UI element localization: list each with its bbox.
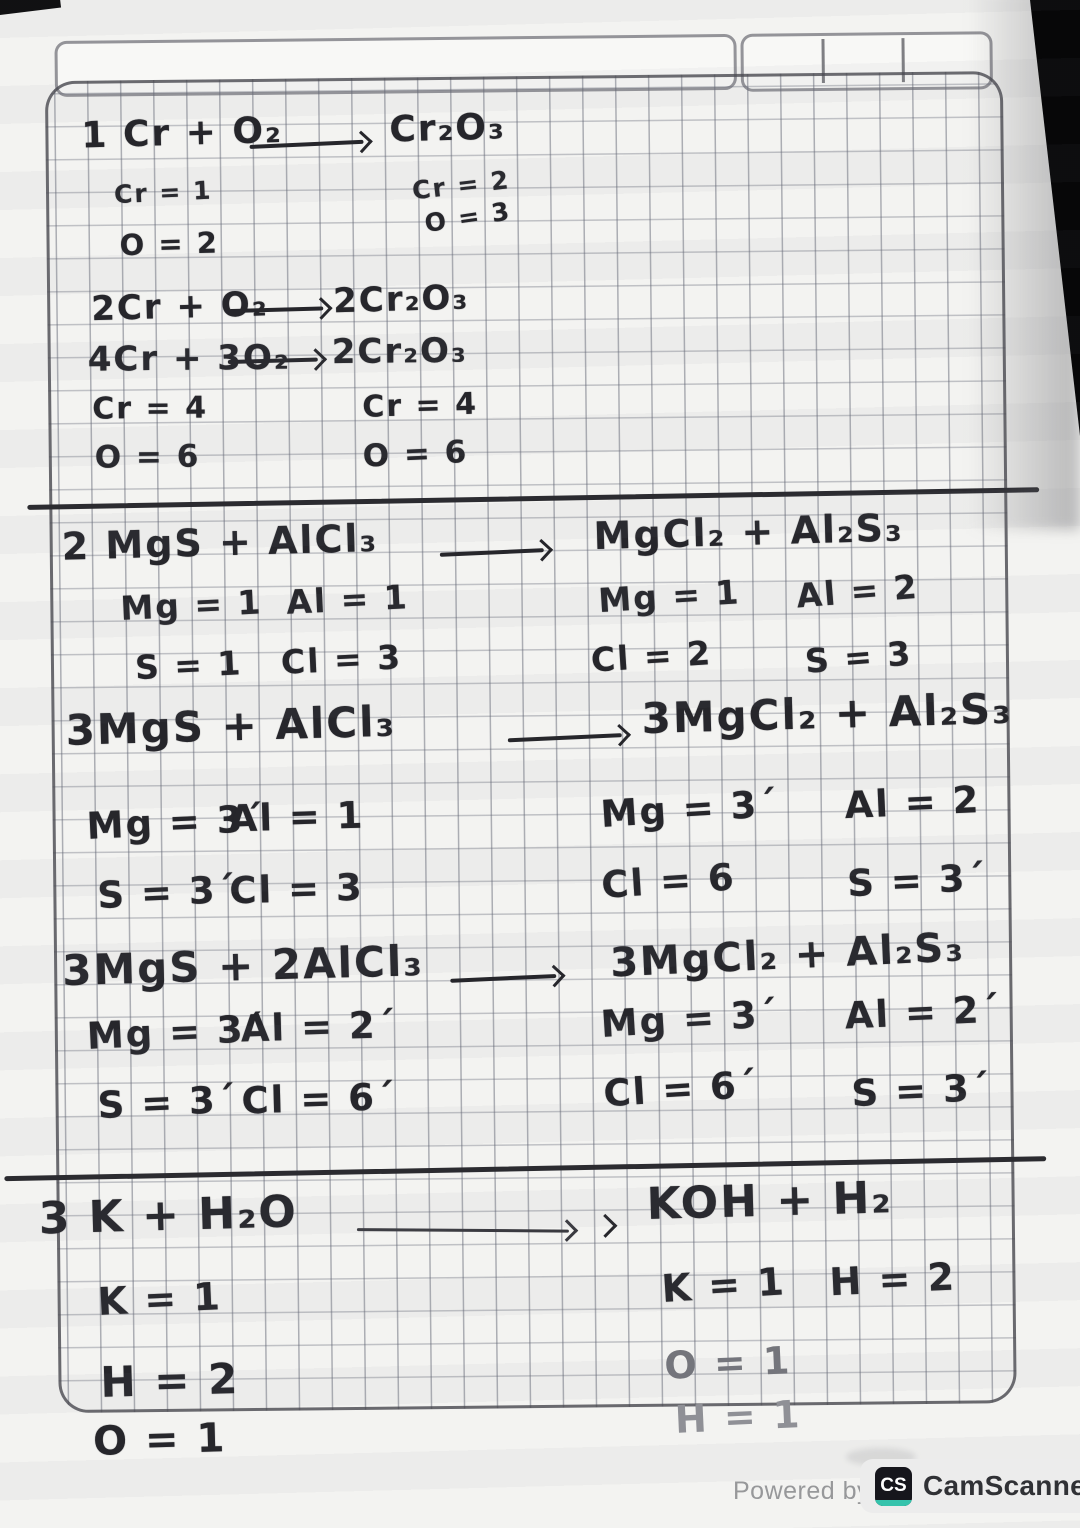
p2-count1-right-mg: Mg = 1 — [597, 572, 742, 621]
p1-equation1-rhs: Cr₂O₃ — [388, 106, 507, 151]
p2-count3-left-s: S = 3´ — [96, 1077, 239, 1128]
p2-count1-right-cl: Cl = 2 — [589, 633, 714, 680]
p2-count3-left-al: Al = 2´ — [240, 1003, 398, 1051]
p2-count1-left-s: S = 1 — [134, 643, 244, 688]
p2-count2-right-mg: Mg = 3´ — [599, 781, 781, 836]
p2-count3-right-mg: Mg = 3´ — [599, 991, 781, 1047]
p3-count-right-h1: H = 1 — [673, 1392, 803, 1442]
p1-equation3-rhs: 2Cr₂O₃ — [331, 330, 468, 373]
p1-final-left-o: O = 6 — [94, 438, 201, 476]
p2-count1-right-s: S = 3 — [803, 633, 914, 681]
p1-final-right-o: O = 6 — [362, 433, 470, 475]
p1-equation2-lhs: 2Cr + O₂ — [90, 284, 270, 330]
p2-count3-left-mg: Mg = 3´ — [85, 1006, 267, 1058]
p1-count-left-cr: Cr = 1 — [113, 175, 214, 210]
camscanner-watermark: CS CamScanner — [860, 1459, 1080, 1513]
p2-count3-right-al: Al = 2´ — [843, 987, 1002, 1038]
p2-count2-left-s: S = 3´ — [96, 867, 238, 918]
p1-count-left-o: O = 2 — [119, 225, 220, 263]
powered-by-text: Powered by — [733, 1477, 871, 1505]
p2-equation3-lhs: 3MgS + 2AlCl₃ — [61, 936, 425, 996]
p2-count3-left-cl: Cl = 6´ — [240, 1075, 397, 1123]
p2-count2-left-al: Al = 1 — [228, 793, 365, 841]
p2-count2-right-cl: Cl = 6 — [600, 855, 737, 907]
p3-count-right-k: K = 1 — [660, 1259, 787, 1311]
p2-count1-right-al: Al = 2 — [794, 566, 921, 616]
p2-count2-right-s: S = 3´ — [846, 855, 988, 906]
p3-count-left-k: K = 1 — [96, 1274, 223, 1324]
p2-equation2-lhs: 3MgS + AlCl₃ — [64, 696, 397, 755]
p2-count3-right-s: S = 3´ — [850, 1065, 993, 1116]
p2-count1-left-al: Al = 1 — [285, 577, 410, 622]
p1-equation2-rhs: 2Cr₂O₃ — [332, 277, 470, 322]
camscanner-cs-icon: CS — [875, 1466, 912, 1506]
p2-equation1-lhs: 2 MgS + AlCl₃ — [61, 515, 379, 569]
p1-final-left-cr: Cr = 4 — [92, 390, 209, 427]
p3-count-right-h: H = 2 — [828, 1254, 957, 1305]
p3-count-right-o: O = 1 — [663, 1338, 793, 1388]
p2-equation2-rhs: 3MgCl₂ + Al₂S₃ — [640, 683, 1014, 744]
p3-count-left-o: O = 1 — [92, 1415, 227, 1465]
p3-equation-rhs: KOH + H₂ — [645, 1172, 894, 1231]
p2-count2-left-cl: Cl = 3 — [228, 865, 365, 913]
p1-final-right-cr: Cr = 4 — [361, 386, 479, 425]
p3-equation-lhs: 3 K + H₂O — [38, 1186, 299, 1245]
p2-count3-right-cl: Cl = 6´ — [602, 1062, 760, 1116]
camscanner-brand-text: CamScanner — [923, 1470, 1080, 1501]
p2-count1-left-mg: Mg = 1 — [119, 582, 264, 628]
p2-count1-left-cl: Cl = 3 — [280, 637, 403, 682]
p2-count2-right-al: Al = 2 — [843, 778, 982, 828]
p2-equation1-rhs: MgCl₂ + Al₂S₃ — [593, 505, 905, 559]
p3-count-left-h: H = 2 — [99, 1353, 240, 1407]
